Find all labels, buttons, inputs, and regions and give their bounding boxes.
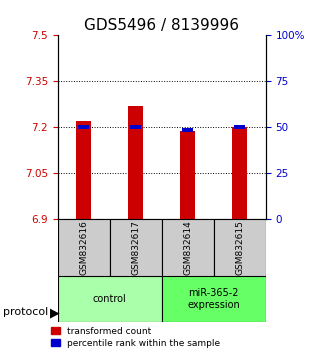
FancyBboxPatch shape (162, 219, 214, 276)
Bar (182, 129, 193, 132)
Text: control: control (93, 294, 126, 304)
Text: GSM832616: GSM832616 (79, 220, 88, 275)
Bar (130, 125, 141, 129)
Title: GDS5496 / 8139996: GDS5496 / 8139996 (84, 18, 239, 33)
Text: GSM832615: GSM832615 (235, 220, 244, 275)
Text: protocol: protocol (3, 307, 48, 316)
Bar (180, 131, 195, 219)
FancyBboxPatch shape (162, 276, 266, 322)
Bar (128, 106, 143, 219)
FancyBboxPatch shape (58, 219, 109, 276)
Text: GSM832617: GSM832617 (131, 220, 140, 275)
Text: ▶: ▶ (50, 307, 59, 320)
FancyBboxPatch shape (58, 276, 162, 322)
Bar (232, 127, 247, 219)
Text: miR-365-2
expression: miR-365-2 expression (187, 288, 240, 310)
Text: GSM832614: GSM832614 (183, 221, 192, 275)
Legend: transformed count, percentile rank within the sample: transformed count, percentile rank withi… (49, 325, 222, 349)
Bar (76, 121, 91, 219)
FancyBboxPatch shape (109, 219, 162, 276)
FancyBboxPatch shape (214, 219, 266, 276)
Bar (234, 125, 245, 129)
Bar (78, 125, 89, 129)
